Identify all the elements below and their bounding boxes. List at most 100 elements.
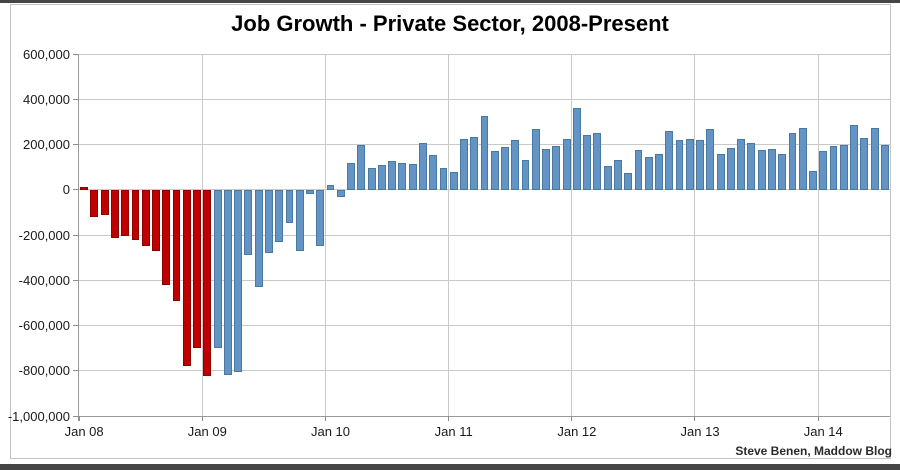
- y-axis-label: -400,000: [18, 272, 70, 288]
- bottom-window-edge: [0, 464, 900, 470]
- bar-feb-09: [213, 189, 222, 349]
- bar-oct-09: [295, 189, 304, 251]
- bar-may-11: [490, 151, 499, 190]
- y-tick--800,000: [73, 370, 78, 372]
- gridline-h-600,000: [78, 53, 890, 55]
- bar-feb-14: [829, 145, 838, 190]
- bar-aug-12: [644, 156, 653, 190]
- x-tick-Jan 14: [817, 416, 819, 421]
- bar-jun-10: [377, 164, 386, 190]
- bar-dec-13: [809, 170, 817, 190]
- bar-nov-10: [429, 154, 438, 190]
- y-tick--200,000: [73, 234, 78, 236]
- bar-aug-08: [152, 189, 160, 251]
- bar-dec-12: [685, 138, 694, 190]
- bar-jul-14: [880, 144, 889, 190]
- gridline-h-0: [78, 189, 890, 191]
- y-tick-600,000: [73, 53, 78, 55]
- y-tick-0: [73, 189, 78, 191]
- bar-mar-13: [716, 153, 725, 190]
- bar-apr-12: [603, 165, 612, 190]
- x-axis-label: Jan 10: [310, 424, 351, 439]
- gridline-v-Jan 12: [571, 54, 573, 416]
- bar-oct-12: [665, 130, 674, 190]
- x-tick-Jan 11: [448, 416, 450, 421]
- bar-mar-14: [839, 144, 848, 190]
- x-axis-label: Jan 14: [803, 424, 843, 439]
- bar-may-12: [614, 160, 622, 190]
- bar-may-10: [367, 168, 376, 190]
- bar-nov-12: [675, 139, 684, 190]
- y-axis-label: -800,000: [18, 363, 70, 379]
- bar-sep-12: [655, 153, 663, 190]
- x-tick-Jan 12: [571, 416, 573, 421]
- y-axis-label: -200,000: [18, 227, 70, 243]
- bar-feb-11: [460, 138, 468, 190]
- bar-dec-09: [316, 189, 325, 247]
- bar-oct-10: [418, 143, 427, 190]
- y-tick--1,000,000: [73, 415, 78, 417]
- bar-sep-11: [531, 128, 540, 190]
- bar-aug-13: [768, 149, 776, 190]
- gridline-h--600,000: [78, 325, 890, 326]
- bar-jun-14: [870, 127, 879, 190]
- bar-mar-12: [593, 133, 602, 190]
- x-tick-Jan 08: [78, 416, 80, 421]
- y-axis-label: 400,000: [23, 91, 70, 107]
- bar-jan-10: [326, 185, 335, 190]
- x-tick-Jan 09: [201, 416, 203, 421]
- bar-aug-09: [275, 189, 284, 242]
- x-axis-label: Jan 11: [434, 424, 473, 439]
- gridline-v-Jan 14: [817, 54, 819, 416]
- bar-nov-08: [182, 189, 191, 367]
- bar-feb-10: [336, 189, 345, 197]
- bar-jan-11: [449, 171, 458, 190]
- x-tick-Jan 13: [694, 416, 696, 421]
- bar-jul-09: [264, 189, 273, 254]
- bar-jun-11: [501, 146, 509, 190]
- bar-feb-08: [90, 189, 99, 217]
- bar-nov-09: [306, 189, 314, 195]
- bar-apr-13: [726, 147, 735, 190]
- bar-sep-09: [285, 189, 294, 223]
- bar-jul-11: [511, 139, 520, 190]
- bar-jul-10: [388, 161, 397, 190]
- x-axis-label: Jan 13: [680, 424, 720, 439]
- bar-mar-11: [470, 136, 479, 190]
- gridline-v-Jan 09: [201, 54, 203, 416]
- bar-sep-13: [778, 153, 787, 190]
- bar-apr-14: [850, 125, 858, 190]
- bar-jan-08: [80, 187, 89, 190]
- gridline-h--400,000: [78, 279, 890, 281]
- bar-apr-11: [480, 116, 489, 190]
- bar-jan-14: [819, 151, 828, 190]
- bar-feb-13: [706, 128, 715, 190]
- bar-aug-10: [398, 162, 407, 190]
- bar-may-08: [121, 189, 130, 237]
- bar-dec-11: [562, 138, 571, 190]
- y-axis-label: -1,000,000: [7, 408, 70, 424]
- bar-jul-12: [634, 150, 643, 190]
- top-window-edge: [0, 0, 900, 3]
- gridline-h--200,000: [78, 234, 890, 236]
- bar-jun-13: [747, 143, 756, 190]
- bar-oct-13: [788, 133, 797, 190]
- bar-oct-08: [172, 189, 181, 301]
- x-tick-Jan 10: [324, 416, 326, 421]
- y-axis-label: -600,000: [18, 318, 70, 333]
- x-axis-label: Jan 12: [557, 424, 597, 439]
- bar-oct-11: [542, 149, 551, 190]
- bar-sep-08: [162, 189, 171, 285]
- y-tick--400,000: [73, 279, 78, 281]
- bar-dec-10: [439, 168, 448, 190]
- bar-may-14: [860, 137, 869, 190]
- x-axis-label: Jan 09: [187, 424, 227, 439]
- bar-jul-08: [141, 189, 150, 247]
- bar-mar-09: [223, 189, 232, 376]
- gridline-h-400,000: [78, 98, 890, 100]
- y-axis-label: 600,000: [23, 46, 70, 62]
- bar-mar-08: [100, 189, 109, 215]
- bar-jun-12: [624, 172, 633, 190]
